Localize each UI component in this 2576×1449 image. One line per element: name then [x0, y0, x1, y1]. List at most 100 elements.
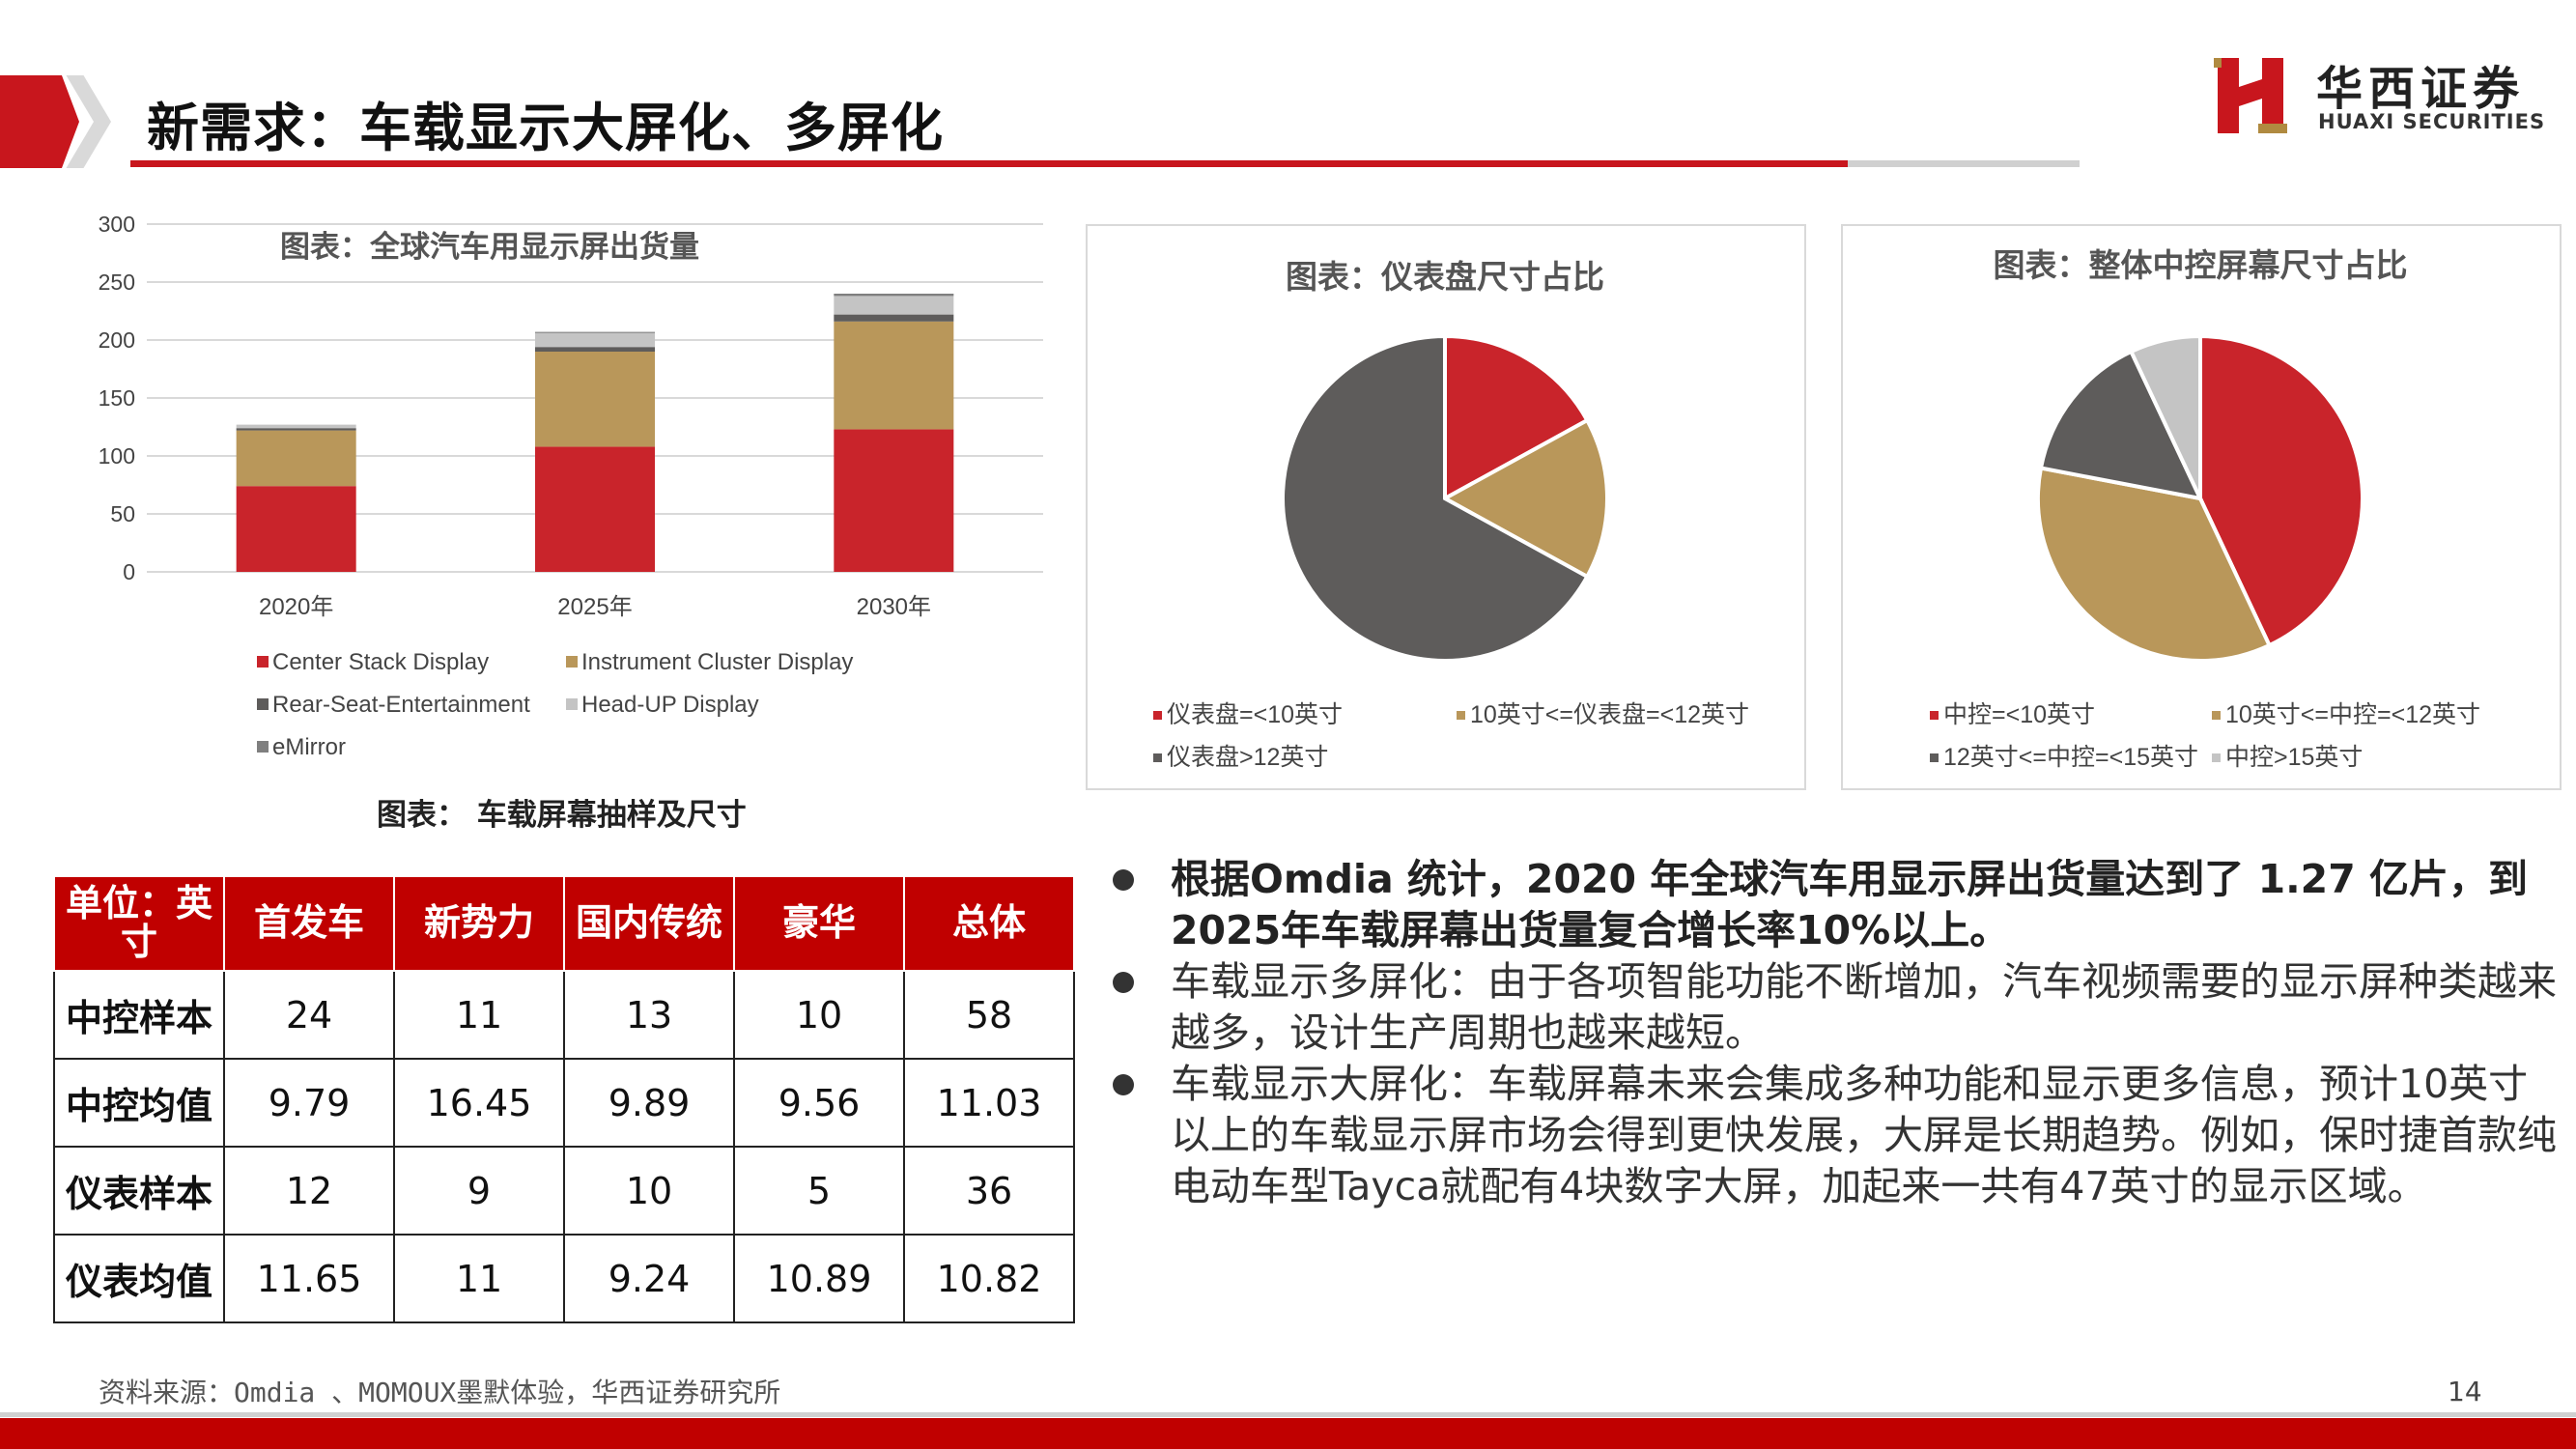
table-header-cell: 豪华: [733, 875, 905, 972]
table-cell: 10.89: [733, 1234, 905, 1323]
legend-label: Head-UP Display: [581, 692, 759, 718]
footer-rule: [0, 1412, 2576, 1417]
y-tick-label: 0: [123, 559, 135, 584]
x-tick-label: 2020年: [259, 594, 333, 620]
bar-segment: [834, 314, 954, 322]
y-tick-label: 300: [99, 212, 135, 237]
table-row: 仪表均值 11.65 11 9.24 10.89 10.82: [53, 1234, 1075, 1323]
title-underline: [130, 160, 1848, 167]
legend-label: Rear-Seat-Entertainment: [272, 692, 530, 718]
title-underline-tail: [1848, 160, 2080, 167]
pie-slice: [1443, 333, 1590, 502]
table-header-row: 单位：英寸 首发车 新势力 国内传统 豪华 总体: [53, 875, 1075, 972]
bar-segment: [834, 429, 954, 572]
table-cell: 11: [393, 1234, 565, 1323]
table-cell: 12: [223, 1146, 395, 1236]
table-cell: 11.03: [903, 1058, 1075, 1148]
bar-segment: [535, 331, 655, 333]
bar-segment: [236, 430, 356, 487]
footer-bar: [0, 1418, 2576, 1449]
row-label: 仪表均值: [53, 1234, 225, 1323]
legend-label: 仪表盘=<10英寸: [1167, 701, 1343, 728]
y-tick-label: 250: [99, 270, 135, 295]
legend-label: Center Stack Display: [272, 649, 489, 675]
row-label: 中控均值: [53, 1058, 225, 1148]
bar-chart-svg: 0 50 100 150 200 250 300 2020年 2025年 2030年 图表：全球汽车…: [99, 212, 1043, 760]
bullet-dot-icon: [1113, 869, 1134, 891]
center-size-pie-chart: 图表：整体中控屏幕尺寸占比中控=<10英寸 10英寸<=中控=<12英寸 12英寸<…: [1841, 224, 2562, 790]
pie-slice: [1281, 333, 1590, 663]
table-header-cell: 首发车: [223, 875, 395, 972]
legend-label: 中控>15英寸: [2225, 744, 2363, 771]
bar-segment: [236, 486, 356, 572]
source-note: 资料来源：Omdia 、MOMOUX墨默体验，华西证券研究所: [99, 1377, 781, 1408]
table-cell: 11.65: [223, 1234, 395, 1323]
legend-label: 中控=<10英寸: [1943, 701, 2095, 728]
table-header-cell: 国内传统: [563, 875, 735, 972]
table-cell: 36: [903, 1146, 1075, 1236]
table-row: 中控均值 9.79 16.45 9.89 9.56 11.03: [53, 1058, 1075, 1148]
table-cell: 5: [733, 1146, 905, 1236]
legend-swatch: [257, 656, 269, 668]
legend-swatch: [257, 698, 269, 710]
title-tab: [0, 75, 79, 168]
bullet-text: 根据Omdia 统计，2020 年全球汽车用显示屏出货量达到了 1.27 亿片，…: [1171, 856, 2529, 953]
huaxi-logo-icon: [2214, 58, 2287, 133]
y-tick-label: 200: [99, 327, 135, 353]
bar-segment: [834, 321, 954, 430]
chart-title: 图表：整体中控屏幕尺寸占比: [1994, 247, 2408, 283]
legend-label: 12英寸<=中控=<15英寸: [1943, 744, 2198, 771]
legend-swatch: [257, 741, 269, 753]
bar-segment: [834, 294, 954, 297]
table-cell: 13: [563, 970, 735, 1060]
table-header-cell: 总体: [903, 875, 1075, 972]
page-title: 新需求：车载显示大屏化、多屏化: [147, 98, 944, 158]
legend-label: 10英寸<=中控=<12英寸: [2225, 701, 2480, 728]
bar-segment: [236, 424, 356, 429]
pie-slice: [2038, 349, 2204, 501]
bullet-item: 车载显示多屏化：由于各项智能功能不断增加，汽车视频需要的显示屏种类越来越多，设计…: [1109, 956, 2558, 1059]
table-cell: 9.56: [733, 1058, 905, 1148]
bullet-item: 根据Omdia 统计，2020 年全球汽车用显示屏出货量达到了 1.27 亿片，…: [1109, 854, 2558, 956]
bar-segment: [535, 347, 655, 352]
shipment-bar-chart: 0 50 100 150 200 250 300 2020年 2025年 2030年 图表：全球汽车…: [58, 193, 1062, 792]
x-tick-label: 2030年: [857, 594, 931, 620]
table-cell: 24: [223, 970, 395, 1060]
y-tick-label: 150: [99, 385, 135, 411]
logo-text-cn: 华西证券: [2316, 62, 2526, 116]
page-number: 14: [2448, 1376, 2482, 1407]
table-row: 仪表样本 12 9 10 5 36: [53, 1146, 1075, 1236]
pie-slice: [2128, 333, 2202, 499]
cluster-size-pie-chart: 图表：仪表盘尺寸占比 仪表盘=<10英寸 10英寸<=仪表盘=<12英寸 仪表盘>12…: [1086, 224, 1806, 790]
bar-segment: [535, 446, 655, 572]
bullet-text: 车载显示大屏化：车载屏幕未来会集成多种功能和显示更多信息，预计10英寸以上的车载…: [1171, 1061, 2557, 1209]
table-cell: 11: [393, 970, 565, 1060]
screen-sample-table: 单位：英寸 首发车 新势力 国内传统 豪华 总体 中控样本 24 11 13 1…: [53, 875, 1075, 1323]
y-tick-label: 100: [99, 443, 135, 469]
bullet-dot-icon: [1113, 1074, 1134, 1095]
pie-slice: [2198, 333, 2364, 648]
legend-swatch: [1153, 753, 1162, 762]
table-header-cell: 新势力: [393, 875, 565, 972]
legend-swatch: [2212, 711, 2221, 720]
bar-segment: [236, 428, 356, 431]
legend-label: 10英寸<=仪表盘=<12英寸: [1470, 701, 1749, 728]
legend-label: 仪表盘>12英寸: [1167, 744, 1328, 771]
legend-swatch: [1930, 753, 1939, 762]
row-label: 中控样本: [53, 970, 225, 1060]
bar-segment: [535, 352, 655, 447]
bar-segment: [834, 296, 954, 315]
x-tick-label: 2025年: [557, 594, 632, 620]
legend-swatch: [1153, 711, 1162, 720]
table-cell: 9.24: [563, 1234, 735, 1323]
table-cell: 10.82: [903, 1234, 1075, 1323]
table-cell: 10: [563, 1146, 735, 1236]
table-header-unit: 单位：英寸: [53, 875, 225, 972]
legend-swatch: [2212, 753, 2221, 762]
y-tick-label: 50: [110, 501, 135, 526]
bullet-list: 根据Omdia 统计，2020 年全球汽车用显示屏出货量达到了 1.27 亿片，…: [1109, 854, 2558, 1212]
bullet-text: 车载显示多屏化：由于各项智能功能不断增加，汽车视频需要的显示屏种类越来越多，设计…: [1171, 958, 2557, 1056]
bar-segment: [535, 332, 655, 348]
